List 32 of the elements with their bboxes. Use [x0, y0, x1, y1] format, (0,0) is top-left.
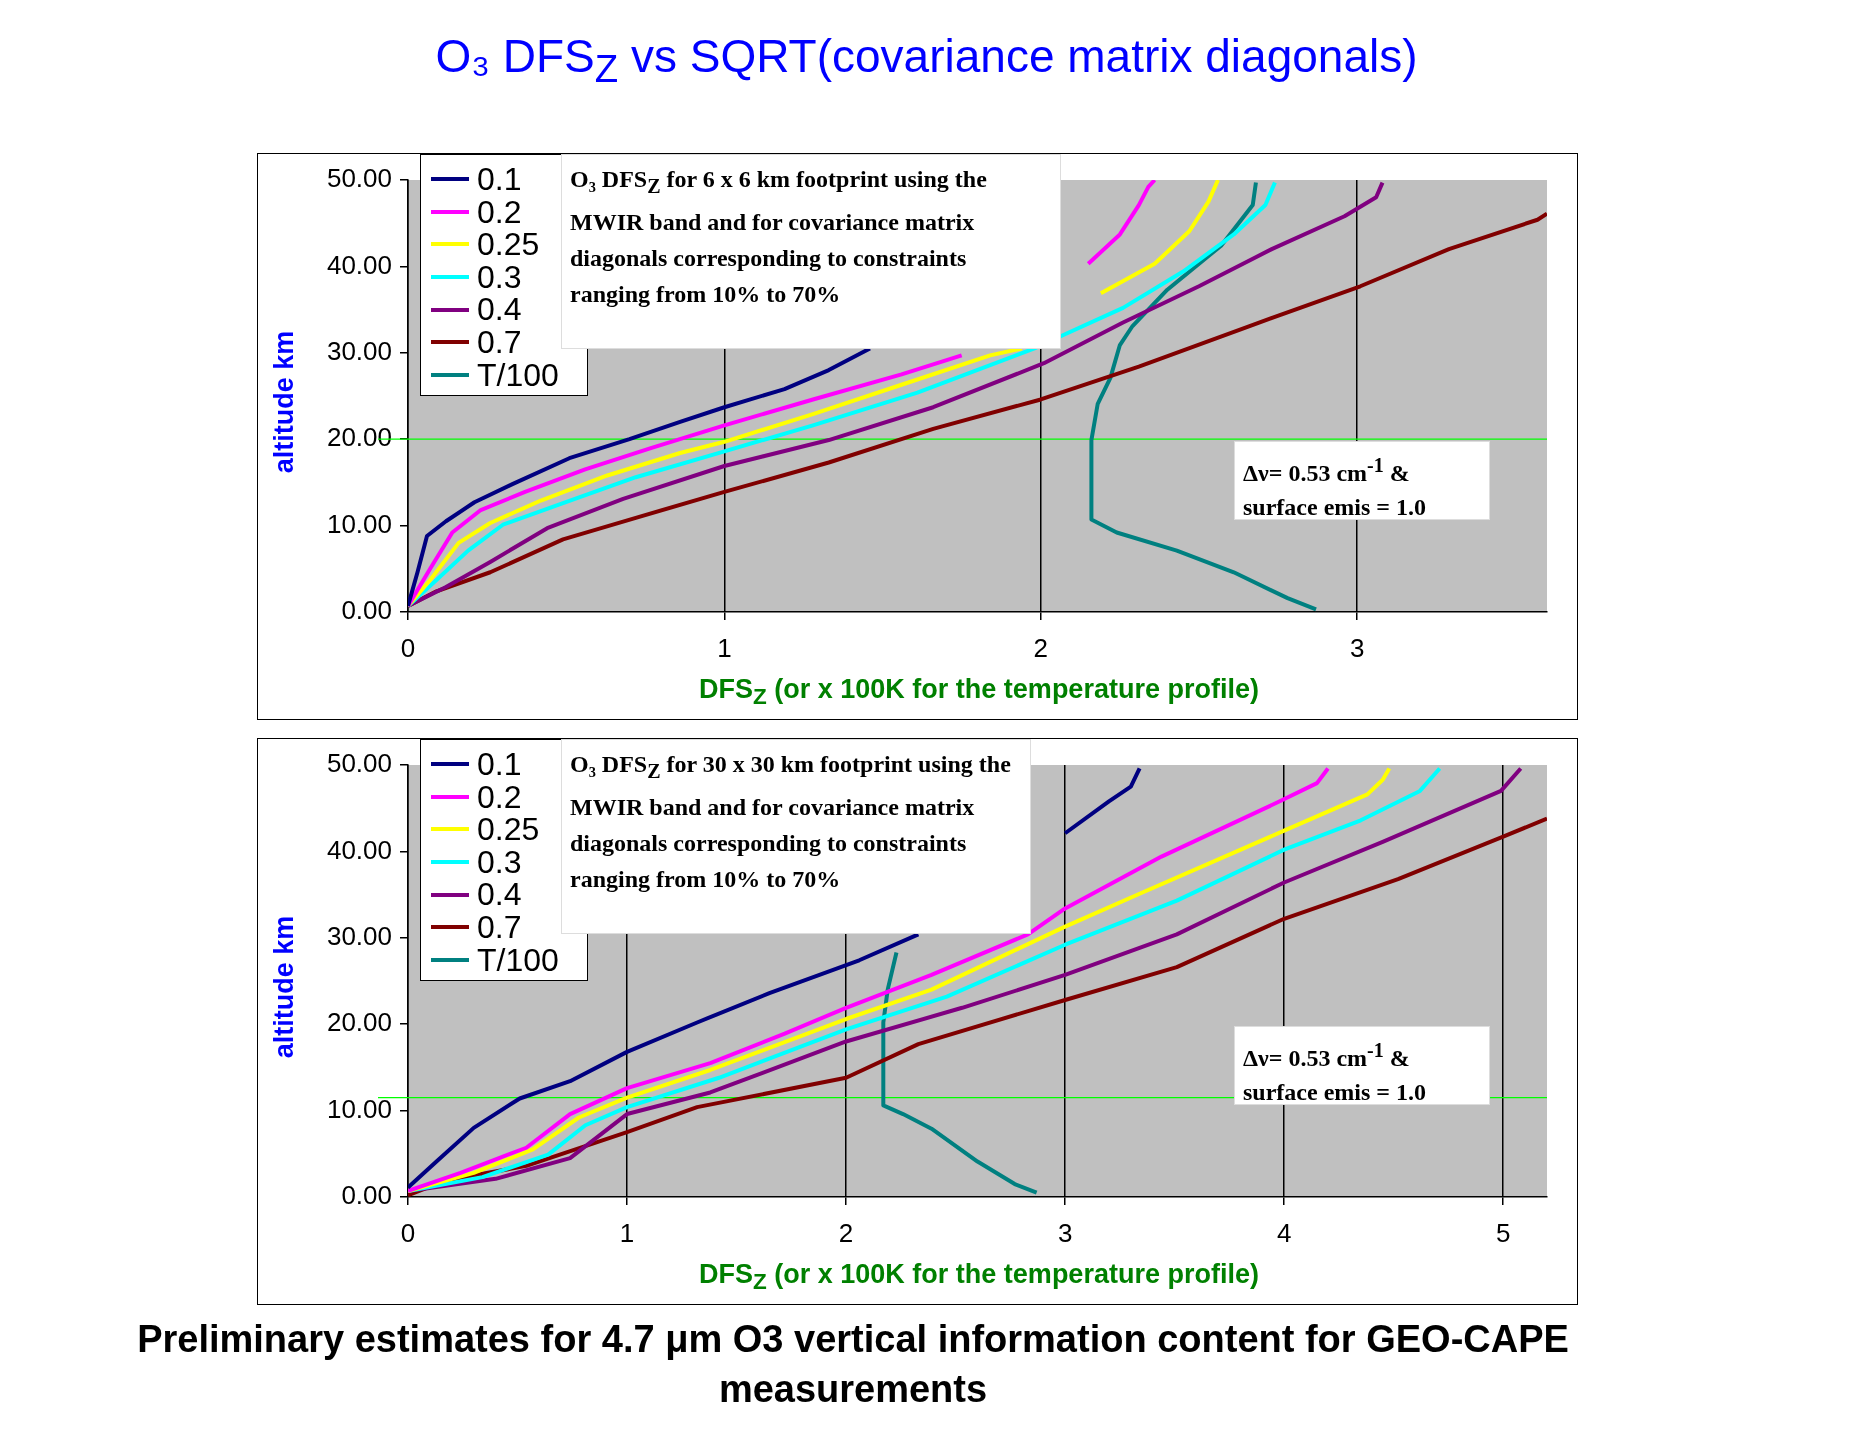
text-box: Δν= 0.53 cm$^{-1}$ & surface emis = 1.0 [1234, 441, 1490, 520]
text-box: O₃ DFS$_{Z}$ for 6 x 6 km footprint using the MWIR band and for covariance matrix diagonals corresponding to constraints ranging from 10% to 70% [561, 154, 1061, 349]
x-tick-label: 3 [1057, 1217, 1073, 1248]
y-tick-label: 20.00 [326, 1007, 392, 1038]
y-tick-label: 0.00 [341, 1180, 392, 1211]
y-axis-title: altitude km [268, 915, 300, 1059]
chart-title: O₃ DFS$_{Z}$ vs SQRT(covariance matrix diagonals) [434, 29, 1419, 92]
x-axis-title: DFS$_{Z}$ (or x 100K for the temperature profile) [698, 1259, 1260, 1296]
y-tick-label: 10.00 [326, 508, 392, 539]
y-tick-label: 10.00 [326, 1093, 392, 1124]
x-tick-label: 0 [400, 1217, 416, 1248]
x-tick-label: 2 [838, 1217, 854, 1248]
x-tick-label: 0 [400, 632, 416, 663]
y-tick-label: 40.00 [326, 249, 392, 280]
x-tick-label: 5 [1495, 1217, 1511, 1248]
text: Preliminary estimates for 4.7 μm O3 vertical information content for GEO-CAPE measurements [136, 1317, 1570, 1412]
y-tick-label: 30.00 [326, 335, 392, 366]
x-tick-label: 4 [1276, 1217, 1292, 1248]
y-tick-label: 50.00 [326, 748, 392, 779]
y-tick-label: 0.00 [341, 595, 392, 626]
x-tick-label: 2 [1033, 632, 1049, 663]
x-tick-label: 3 [1349, 632, 1365, 663]
x-axis-title: DFS$_{Z}$ (or x 100K for the temperature profile) [698, 674, 1260, 711]
y-tick-label: 30.00 [326, 920, 392, 951]
y-tick-label: 40.00 [326, 834, 392, 865]
text-box: O₃ DFS$_{Z}$ for 30 x 30 km footprint using the MWIR band and for covariance matrix diagonals corresponding to constraints ranging from 10% to 70% [561, 739, 1031, 934]
y-tick-label: 20.00 [326, 422, 392, 453]
x-tick-label: 1 [717, 632, 732, 663]
text-box: Δν= 0.53 cm$^{-1}$ & surface emis = 1.0 [1234, 1026, 1490, 1105]
y-axis-title: altitude km [268, 330, 300, 474]
x-tick-label: 1 [619, 1217, 635, 1248]
y-tick-label: 50.00 [326, 163, 392, 194]
